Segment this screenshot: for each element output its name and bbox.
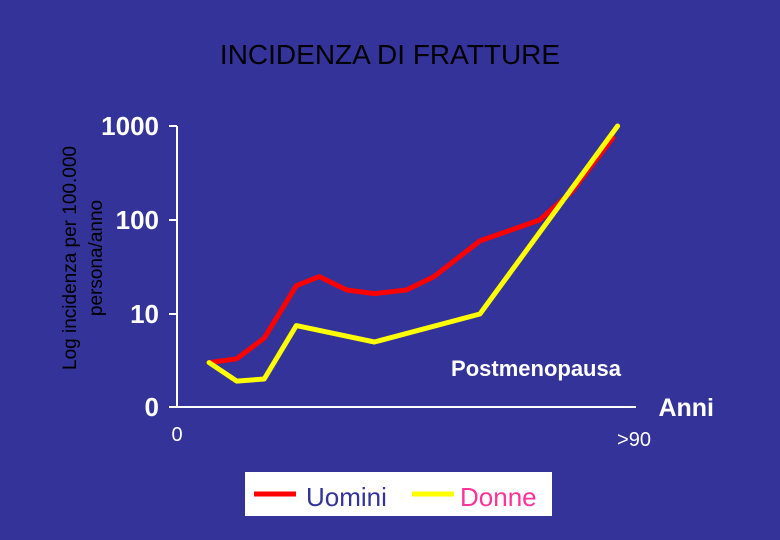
chart-title: INCIDENZA DI FRATTURE: [220, 39, 560, 70]
legend-label-donne: Donne: [460, 482, 537, 512]
legend-label-uomini: Uomini: [306, 482, 387, 512]
annotation-postmenopausa: Postmenopausa: [451, 356, 622, 381]
y-axis-label-line2: persona/anno: [86, 200, 107, 316]
x-tick-start: 0: [171, 424, 182, 446]
legend-box: [245, 472, 552, 516]
legend: Uomini Donne: [245, 472, 552, 516]
y-tick-label-1000: 1000: [101, 111, 159, 141]
x-axis-name: Anni: [658, 394, 714, 422]
y-tick-label-0: 0: [145, 392, 159, 422]
series-layer: [206, 123, 621, 384]
y-axis-label: Log incidenza per 100.000 persona/anno: [60, 146, 107, 370]
series-line-donne: [206, 123, 621, 384]
y-tick-label-100: 100: [116, 205, 159, 235]
x-tick-end: >90: [617, 429, 651, 451]
y-tick-label-10: 10: [130, 299, 159, 329]
axes: 0 10 100 1000: [101, 111, 636, 422]
y-axis-label-line1: Log incidenza per 100.000: [60, 146, 81, 370]
series-line-uomini: [206, 135, 616, 366]
